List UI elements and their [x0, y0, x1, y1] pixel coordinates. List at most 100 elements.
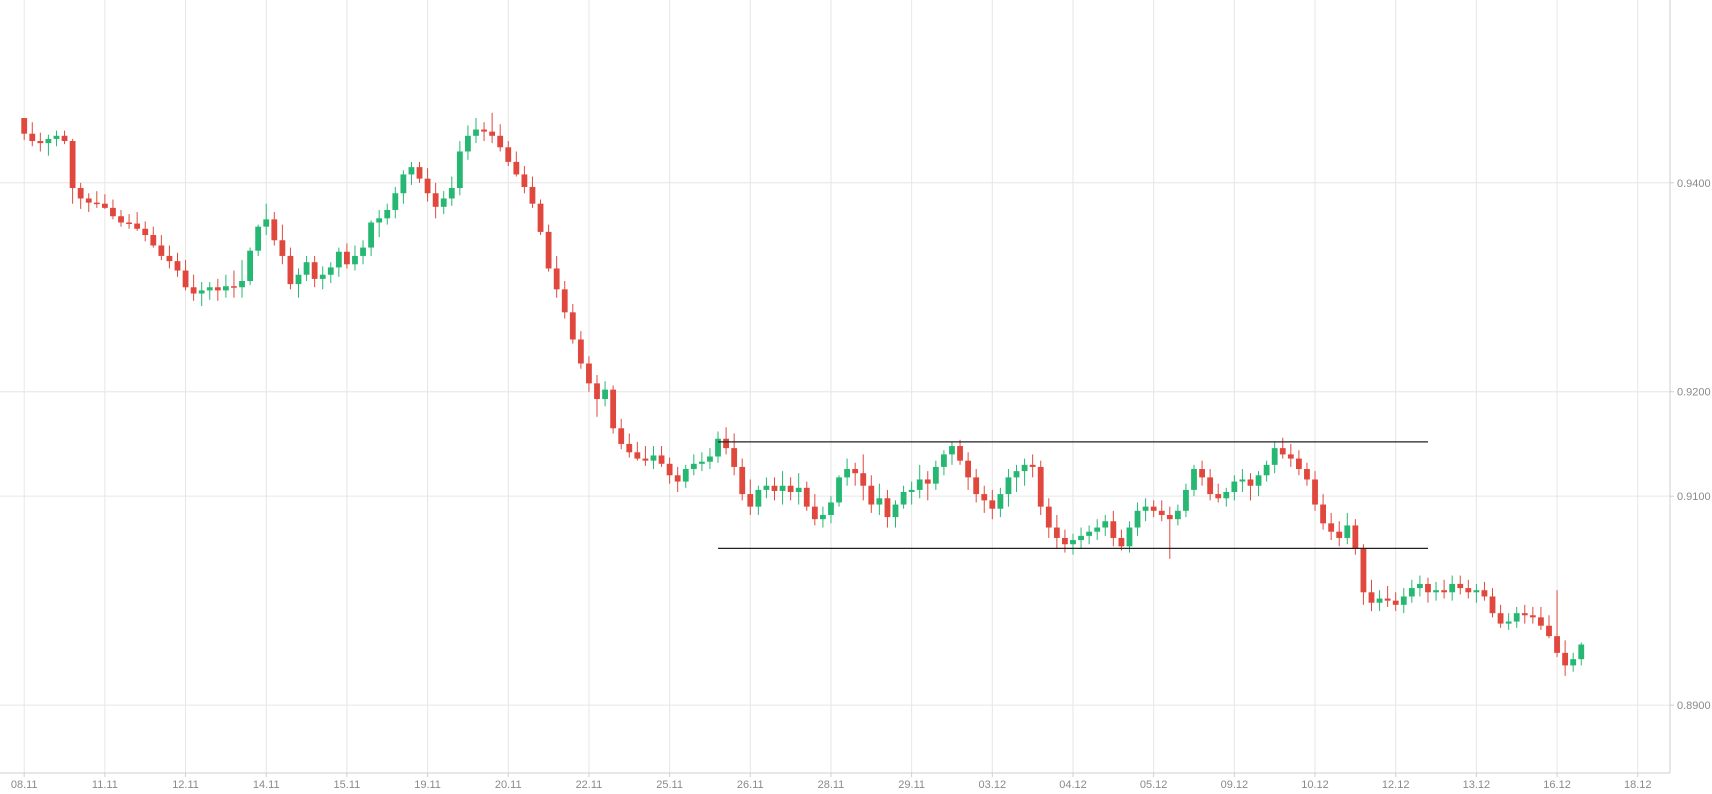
candle-body: [1005, 477, 1012, 495]
candle-body: [1086, 531, 1093, 536]
candle-body: [1473, 590, 1480, 593]
candle-down: [142, 221, 149, 242]
candle-up: [198, 282, 205, 307]
candle-body: [392, 193, 399, 210]
candle-body: [658, 455, 665, 464]
candle-body: [908, 489, 915, 493]
candle-body: [1546, 625, 1552, 637]
candle-up: [1231, 475, 1238, 501]
candle-body: [376, 218, 383, 223]
candle-body: [553, 268, 560, 290]
candle-body: [1408, 588, 1415, 597]
candle-body: [247, 250, 254, 281]
candle-down: [642, 446, 649, 466]
candle-down: [610, 385, 617, 434]
candle-body: [384, 209, 391, 219]
candle-down: [1215, 483, 1222, 503]
candle-body: [61, 135, 68, 142]
candle-down: [1425, 577, 1431, 603]
candle-body: [1207, 477, 1214, 495]
candle-body: [674, 475, 681, 482]
candle-down: [1062, 529, 1068, 553]
candle-body: [1295, 458, 1302, 470]
candle-body: [965, 460, 972, 478]
candle-down: [481, 122, 487, 142]
candle-down: [287, 247, 294, 290]
candle-down: [279, 224, 286, 265]
candle-body: [319, 274, 326, 279]
candle-down: [21, 118, 28, 140]
candle-body: [916, 479, 923, 490]
candle-body: [222, 286, 229, 291]
candle-down: [311, 255, 318, 288]
y-tick-label: 0.9200: [1677, 387, 1711, 399]
candle-body: [360, 247, 366, 256]
candle-down: [1554, 590, 1560, 658]
candle-body: [166, 255, 173, 262]
candle-body: [666, 463, 673, 476]
candle-up: [368, 220, 375, 256]
candle-down: [1481, 581, 1488, 601]
candle-body: [400, 174, 407, 194]
candle-body: [93, 202, 100, 205]
candle-down: [618, 418, 625, 450]
candle-body: [1529, 615, 1536, 618]
candle-up: [1255, 471, 1262, 497]
candle-body: [755, 489, 762, 507]
candle-up: [352, 245, 358, 271]
candle-up: [45, 134, 52, 156]
candle-body: [1425, 583, 1431, 593]
candle-up: [1408, 579, 1415, 603]
candle-up: [916, 464, 923, 499]
candle-up: [690, 454, 697, 476]
candle-body: [295, 274, 302, 285]
x-tick-label: 09.12: [1221, 779, 1249, 791]
candle-body: [1078, 535, 1084, 541]
x-tick-label: 12.12: [1382, 779, 1410, 791]
candle-down: [1199, 460, 1205, 486]
candle-body: [1166, 514, 1173, 520]
candle-body: [327, 267, 334, 275]
candle-up: [440, 191, 447, 215]
candle-body: [537, 203, 544, 232]
x-tick-label: 03.12: [979, 779, 1007, 791]
candle-up: [335, 247, 342, 277]
candle-down: [1328, 512, 1335, 541]
candle-body: [1352, 525, 1359, 549]
candle-up: [1005, 469, 1012, 507]
candle-body: [521, 174, 528, 187]
candle-up: [247, 247, 254, 286]
candle-body: [747, 494, 754, 507]
candle-body: [206, 287, 213, 291]
candle-body: [1465, 588, 1472, 593]
candle-up: [908, 481, 915, 505]
candle-body: [1538, 617, 1544, 626]
candle-down: [1110, 510, 1117, 547]
candle-body: [989, 500, 996, 509]
candle-body: [690, 463, 697, 470]
candle-body: [997, 494, 1004, 509]
candle-up: [295, 268, 302, 298]
candle-down: [513, 151, 520, 177]
x-tick-label: 04.12: [1059, 779, 1087, 791]
candle-body: [1578, 644, 1585, 660]
x-tick-label: 25.11: [656, 779, 683, 791]
candle-body: [892, 504, 899, 518]
candle-up: [303, 255, 310, 281]
candle-up: [1021, 458, 1028, 486]
x-tick-label: 22.11: [576, 779, 603, 791]
vertical-gridlines: [23, 0, 1639, 777]
candle-body: [949, 446, 955, 455]
candle-down: [1360, 544, 1367, 605]
candle-down: [1053, 514, 1060, 549]
candle-body: [1570, 659, 1577, 666]
candle-down: [868, 475, 875, 513]
candle-body: [1400, 596, 1407, 605]
candle-body: [1384, 598, 1391, 601]
candle-body: [1158, 510, 1165, 515]
candle-body: [876, 498, 883, 505]
candle-body: [1255, 475, 1262, 486]
candle-down: [1529, 606, 1536, 624]
candle-down: [545, 224, 552, 272]
